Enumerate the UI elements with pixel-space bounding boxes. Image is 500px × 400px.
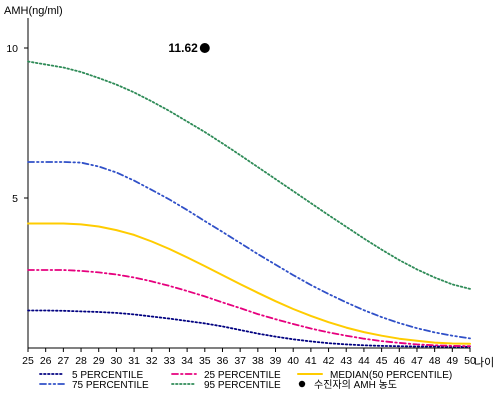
x-tick-label: 28 [75, 355, 87, 367]
y-axis-label: AMH(ng/ml) [4, 5, 63, 17]
legend-label: MEDIAN(50 PERCENTILE) [330, 370, 452, 381]
x-tick-label: 44 [358, 355, 370, 367]
x-tick-label: 45 [376, 355, 388, 367]
legend-item-amh: 수진자의 AMH 농도 [298, 379, 397, 391]
legend-label: 95 PERCENTILE [204, 380, 281, 391]
legend-label: 수진자의 AMH 농도 [314, 379, 397, 391]
ticks-layer: 5 10 25 26 27 28 29 30 31 32 33 34 35 36 37 38 39 40 41 42 4… [6, 43, 476, 367]
patient-amh-value-label: 11.62 [168, 41, 198, 55]
legend-swatch [298, 380, 306, 388]
x-tick-label: 34 [181, 355, 193, 367]
series-layer [27, 60, 471, 348]
x-tick-label: 47 [411, 355, 423, 367]
points-layer: 11.62 [168, 41, 210, 55]
axes-layer [27, 18, 470, 349]
legend-label: 25 PERCENTILE [204, 370, 281, 381]
legend-item-5-percentile: 5 PERCENTILE [39, 370, 143, 381]
x-tick-label: 39 [270, 355, 282, 367]
x-tick-label: 41 [305, 355, 317, 367]
x-tick-label: 35 [199, 355, 211, 367]
x-tick-label: 46 [393, 355, 405, 367]
x-tick-label: 42 [323, 355, 335, 367]
legend-label: 75 PERCENTILE [72, 380, 149, 391]
x-axis-label: 나이 [474, 356, 494, 369]
x-tick-label: 37 [234, 355, 246, 367]
y-tick-label: 5 [12, 193, 18, 205]
legend-item-25-percentile: 25 PERCENTILE [171, 370, 281, 381]
legend-label: 5 PERCENTILE [72, 370, 143, 381]
x-tick-label: 36 [217, 355, 229, 367]
series-line-95-percentile [27, 60, 471, 290]
x-tick-label: 40 [287, 355, 299, 367]
x-tick-label: 48 [429, 355, 441, 367]
patient-amh-point [199, 43, 210, 53]
x-tick-label: 49 [446, 355, 458, 367]
legend-item-95-percentile: 95 PERCENTILE [171, 380, 281, 391]
x-tick-label: 38 [252, 355, 264, 367]
series-line-median-50-percentile [27, 222, 471, 345]
x-tick-label: 30 [111, 355, 123, 367]
x-tick-label: 25 [22, 355, 34, 367]
y-tick-label: 10 [6, 43, 18, 55]
series-line-25-percentile [27, 269, 471, 348]
x-tick-label: 33 [164, 355, 176, 367]
x-tick-label: 43 [340, 355, 352, 367]
x-tick-label: 29 [93, 355, 105, 367]
x-tick-label: 32 [146, 355, 158, 367]
series-line-75-percentile [27, 161, 471, 340]
legend-item-75-percentile: 75 PERCENTILE [39, 380, 149, 391]
legend-item-median-50-percentile: MEDIAN(50 PERCENTILE) [297, 370, 452, 381]
x-tick-label: 31 [128, 355, 140, 367]
x-tick-label: 26 [40, 355, 52, 367]
series-line-5-percentile [27, 309, 471, 348]
x-tick-label: 27 [58, 355, 70, 367]
x-tick-label: 50 [464, 355, 476, 367]
legend: 5 PERCENTILE 25 PERCENTILE MEDIAN(50 PERCE… [39, 370, 452, 391]
